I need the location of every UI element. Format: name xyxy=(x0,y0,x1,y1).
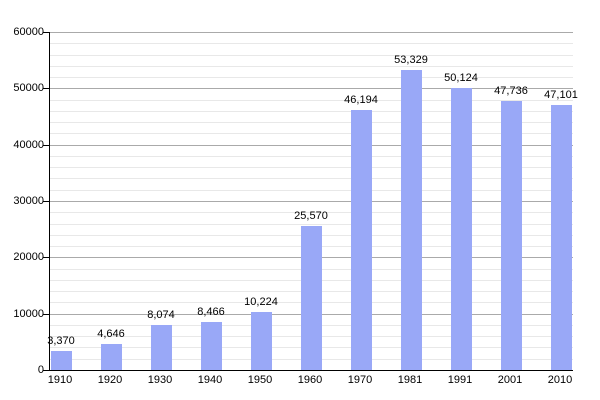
y-tick-label: 50000 xyxy=(13,82,44,94)
plot-area: 3,370 4,646 8,074 8,466 10,224 25,570 46,194 53… xyxy=(47,32,578,371)
y-tick-label: 60000 xyxy=(13,26,44,38)
gridline-minor xyxy=(50,122,573,123)
bar-value-label: 53,329 xyxy=(394,54,428,66)
x-tick-label: 1930 xyxy=(147,374,173,386)
x-tick-label: 1991 xyxy=(447,374,473,386)
bar xyxy=(450,88,472,370)
bar xyxy=(500,101,522,370)
bar-value-label: 50,124 xyxy=(444,72,478,84)
gridline-major xyxy=(50,145,573,146)
bar-value-label: 8,074 xyxy=(147,309,175,321)
x-tick-label: 2010 xyxy=(547,374,573,386)
x-tick-label: 1910 xyxy=(47,374,73,386)
y-tick-mark xyxy=(43,314,49,315)
gridline-minor xyxy=(50,43,573,44)
bar-value-label: 10,224 xyxy=(244,296,278,308)
gridline-minor xyxy=(50,190,573,191)
y-tick-label: 10000 xyxy=(13,308,44,320)
bar-value-label: 47,736 xyxy=(494,85,528,97)
gridline-minor xyxy=(50,178,573,179)
y-tick-mark xyxy=(43,201,49,202)
bar xyxy=(400,70,422,370)
bar xyxy=(100,344,122,370)
gridline-minor xyxy=(50,167,573,168)
y-tick-mark xyxy=(43,145,49,146)
bar-value-label: 46,194 xyxy=(344,94,378,106)
x-tick-label: 1981 xyxy=(397,374,423,386)
bar xyxy=(350,110,372,370)
y-tick-mark xyxy=(43,32,49,33)
gridline-minor xyxy=(50,100,573,101)
y-tick-label: 20000 xyxy=(13,251,44,263)
bar xyxy=(550,105,572,370)
y-tick-mark xyxy=(43,257,49,258)
y-tick-mark xyxy=(43,88,49,89)
bar xyxy=(300,226,322,370)
gridline-minor xyxy=(50,212,573,213)
x-tick-label: 2001 xyxy=(497,374,523,386)
gridline-minor xyxy=(50,55,573,56)
gridline-minor xyxy=(50,66,573,67)
y-tick-label: 0 xyxy=(37,364,44,376)
gridline-minor xyxy=(50,224,573,225)
gridline-major xyxy=(50,32,573,33)
x-tick-label: 1950 xyxy=(247,374,273,386)
gridline-minor xyxy=(50,133,573,134)
bar-value-label: 4,646 xyxy=(97,328,125,340)
bar-value-label: 8,466 xyxy=(197,306,225,318)
y-tick-label: 40000 xyxy=(13,139,44,151)
bar-value-label: 25,570 xyxy=(294,210,328,222)
x-tick-label: 1960 xyxy=(297,374,323,386)
x-tick-label: 1970 xyxy=(347,374,373,386)
x-tick-label: 1920 xyxy=(97,374,123,386)
x-tick-label: 1940 xyxy=(197,374,223,386)
bar xyxy=(50,351,72,370)
gridline-minor xyxy=(50,77,573,78)
bar xyxy=(200,322,222,370)
bar xyxy=(150,325,172,370)
bar-value-label: 3,370 xyxy=(47,335,75,347)
bar xyxy=(250,312,272,370)
bar-value-label: 47,101 xyxy=(544,89,578,101)
y-tick-mark xyxy=(43,370,49,371)
gridline-minor xyxy=(50,111,573,112)
gridline-major xyxy=(50,88,573,89)
gridline-minor xyxy=(50,156,573,157)
y-tick-label: 30000 xyxy=(13,195,44,207)
gridline-major xyxy=(50,201,573,202)
